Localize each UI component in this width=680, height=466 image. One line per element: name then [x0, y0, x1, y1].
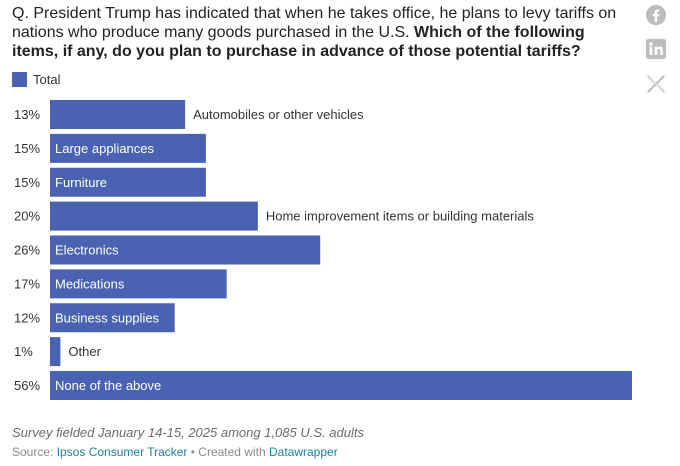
category-label: Business supplies: [55, 310, 160, 325]
bar: [50, 167, 206, 197]
category-label: Electronics: [55, 243, 119, 258]
value-label: 12%: [14, 310, 40, 325]
category-label: Medications: [55, 276, 125, 291]
value-label: 13%: [14, 107, 40, 122]
value-label: 56%: [14, 378, 40, 393]
bar: [50, 337, 61, 367]
datawrapper-link[interactable]: Datawrapper: [269, 445, 338, 459]
bar: [50, 303, 175, 333]
bar: [50, 100, 186, 129]
category-label: Automobiles or other vehicles: [193, 107, 364, 122]
legend-label: Total: [33, 71, 61, 87]
x-icon[interactable]: [645, 73, 667, 95]
legend-swatch: [12, 71, 27, 87]
category-label: Large appliances: [55, 141, 155, 156]
value-label: 26%: [14, 243, 40, 258]
value-label: 17%: [14, 276, 40, 291]
title-emphasis: Which of the following items, if any, do…: [12, 24, 585, 60]
category-label: Home improvement items or building mater…: [266, 209, 535, 224]
facebook-icon[interactable]: [645, 4, 667, 26]
survey-note: Survey fielded January 14-15, 2025 among…: [12, 425, 364, 440]
chart-legend: Total: [12, 71, 60, 87]
linkedin-icon[interactable]: [645, 38, 667, 60]
bar-chart: 13% Automobiles or other vehicles 15% Large…: [14, 100, 632, 400]
category-label: None of the above: [55, 378, 161, 393]
value-label: 1%: [14, 344, 33, 359]
title-question: Q. President Trump has indicated that wh…: [12, 5, 617, 41]
source-link[interactable]: Ipsos Consumer Tracker: [56, 445, 188, 459]
category-label: Other: [68, 344, 101, 359]
category-label: Furniture: [55, 175, 107, 190]
value-label: 15%: [14, 141, 40, 156]
chart-title: Q. President Trump has indicated that wh…: [12, 4, 618, 61]
value-label: 15%: [14, 175, 40, 190]
bar: [50, 371, 632, 400]
value-label: 20%: [14, 209, 40, 224]
source-prefix: Source:: [12, 445, 57, 459]
source-separator: • Created with: [187, 445, 269, 459]
bar: [50, 235, 321, 265]
bar: [50, 201, 258, 231]
bar: [50, 269, 227, 299]
bar: [50, 133, 206, 163]
source-line: Source: Ipsos Consumer Tracker • Created…: [12, 445, 338, 459]
